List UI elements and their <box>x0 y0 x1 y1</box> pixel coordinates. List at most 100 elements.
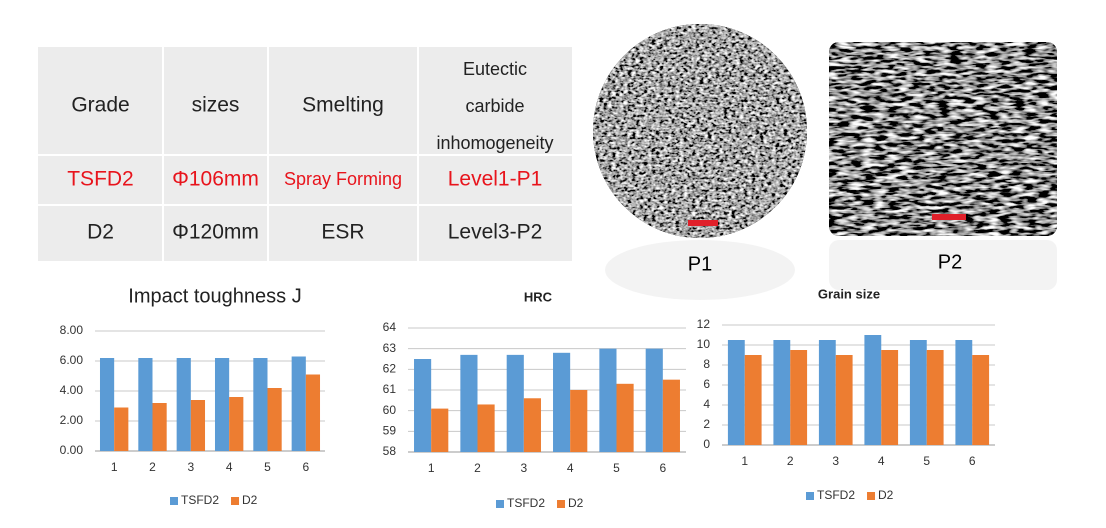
legend-swatch <box>231 497 240 505</box>
legend-swatch <box>557 500 566 508</box>
y-tick-label: 4 <box>703 397 710 411</box>
x-tick-label: 5 <box>613 461 620 475</box>
image-label: P2 <box>938 251 962 273</box>
bar <box>599 348 617 452</box>
bar <box>662 379 680 452</box>
bar <box>570 390 588 452</box>
bar <box>955 340 973 445</box>
bar <box>460 354 478 452</box>
bar <box>152 403 167 451</box>
bar <box>214 358 230 451</box>
y-tick-label: 62 <box>383 362 397 376</box>
bar <box>645 348 663 452</box>
y-tick-label: 60 <box>383 403 397 417</box>
bar <box>506 354 524 452</box>
bar <box>773 340 791 445</box>
x-tick-label: 6 <box>969 454 976 468</box>
legend-label: TSFD2 <box>507 496 545 510</box>
y-tick-label: 2.00 <box>60 413 84 427</box>
y-tick-label: 10 <box>697 337 711 351</box>
x-tick-label: 1 <box>741 454 748 468</box>
x-tick-label: 2 <box>149 460 156 474</box>
image-texture <box>829 42 1057 236</box>
bar <box>744 355 762 445</box>
scale-bar <box>932 214 966 220</box>
legend-label: D2 <box>242 493 258 507</box>
table-cell: TSFD2 <box>67 168 134 191</box>
legend-label: TSFD2 <box>181 493 219 507</box>
bar <box>972 355 990 445</box>
table-cell: Level1-P1 <box>448 168 543 191</box>
chart-title: Impact toughness J <box>128 285 301 307</box>
legend-swatch <box>806 492 814 500</box>
bar <box>305 374 321 451</box>
bar <box>267 388 282 451</box>
table-cell: D2 <box>87 221 114 244</box>
bar <box>790 350 808 445</box>
y-tick-label: 8 <box>703 357 710 371</box>
x-tick-label: 3 <box>832 454 839 468</box>
x-tick-label: 2 <box>787 454 794 468</box>
bar <box>414 359 432 452</box>
bar <box>99 358 115 451</box>
bar <box>291 356 306 451</box>
chart-title: HRC <box>524 289 553 304</box>
y-tick-label: 6 <box>703 377 710 391</box>
header-cell: Eutectic carbide inhomogeneity <box>436 59 553 153</box>
bar <box>926 350 944 445</box>
y-tick-label: 0 <box>703 437 710 451</box>
header-cell: sizes <box>192 94 240 117</box>
x-tick-label: 4 <box>878 454 885 468</box>
reflection <box>605 240 795 300</box>
x-tick-label: 6 <box>302 460 309 474</box>
y-tick-label: 0.00 <box>60 443 84 457</box>
y-tick-label: 6.00 <box>60 353 84 367</box>
micrograph-p2: P2 <box>829 42 1057 290</box>
bar <box>523 398 541 452</box>
bar <box>431 408 449 452</box>
y-tick-label: 63 <box>383 341 397 355</box>
bar <box>881 350 899 445</box>
x-tick-label: 3 <box>187 460 194 474</box>
bar <box>864 335 882 445</box>
table-cell: ESR <box>321 221 364 244</box>
x-tick-label: 6 <box>659 461 666 475</box>
reflection <box>829 240 1057 290</box>
bar <box>909 340 927 445</box>
bar <box>229 397 244 451</box>
table-cell: Spray Forming <box>284 169 402 189</box>
x-tick-label: 5 <box>264 460 271 474</box>
y-tick-label: 61 <box>383 382 397 396</box>
chart: Impact toughness J 0.00 2.00 4.00 6.00 8.00 1 2… <box>60 285 325 507</box>
y-tick-label: 58 <box>383 444 397 458</box>
y-tick-label: 64 <box>383 320 397 334</box>
x-tick-label: 1 <box>111 460 118 474</box>
legend-label: D2 <box>878 488 894 502</box>
bar <box>253 358 268 451</box>
y-tick-label: 2 <box>703 417 710 431</box>
bar <box>176 358 191 451</box>
scale-bar <box>688 220 718 226</box>
micrograph-p1: P1 <box>593 24 807 300</box>
legend-swatch <box>867 492 876 500</box>
y-tick-label: 59 <box>383 424 397 438</box>
bar <box>835 355 853 445</box>
x-tick-label: 4 <box>226 460 233 474</box>
x-tick-label: 1 <box>428 461 435 475</box>
table: Grade sizes Smelting Eutectic carbide inhomog… <box>38 47 572 261</box>
bar <box>138 358 153 451</box>
bar <box>477 404 495 452</box>
y-tick-label: 4.00 <box>60 383 84 397</box>
bar <box>190 400 206 451</box>
bar <box>114 407 129 451</box>
bar <box>553 352 571 452</box>
header-cell: Smelting <box>302 94 384 117</box>
x-tick-label: 5 <box>923 454 930 468</box>
legend-swatch <box>170 497 178 505</box>
bar <box>727 340 745 445</box>
legend-swatch <box>496 500 504 508</box>
chart: HRC 58 59 60 61 62 63 64 1 2 3 4 5 6 TSFD2 D2 <box>383 289 686 510</box>
